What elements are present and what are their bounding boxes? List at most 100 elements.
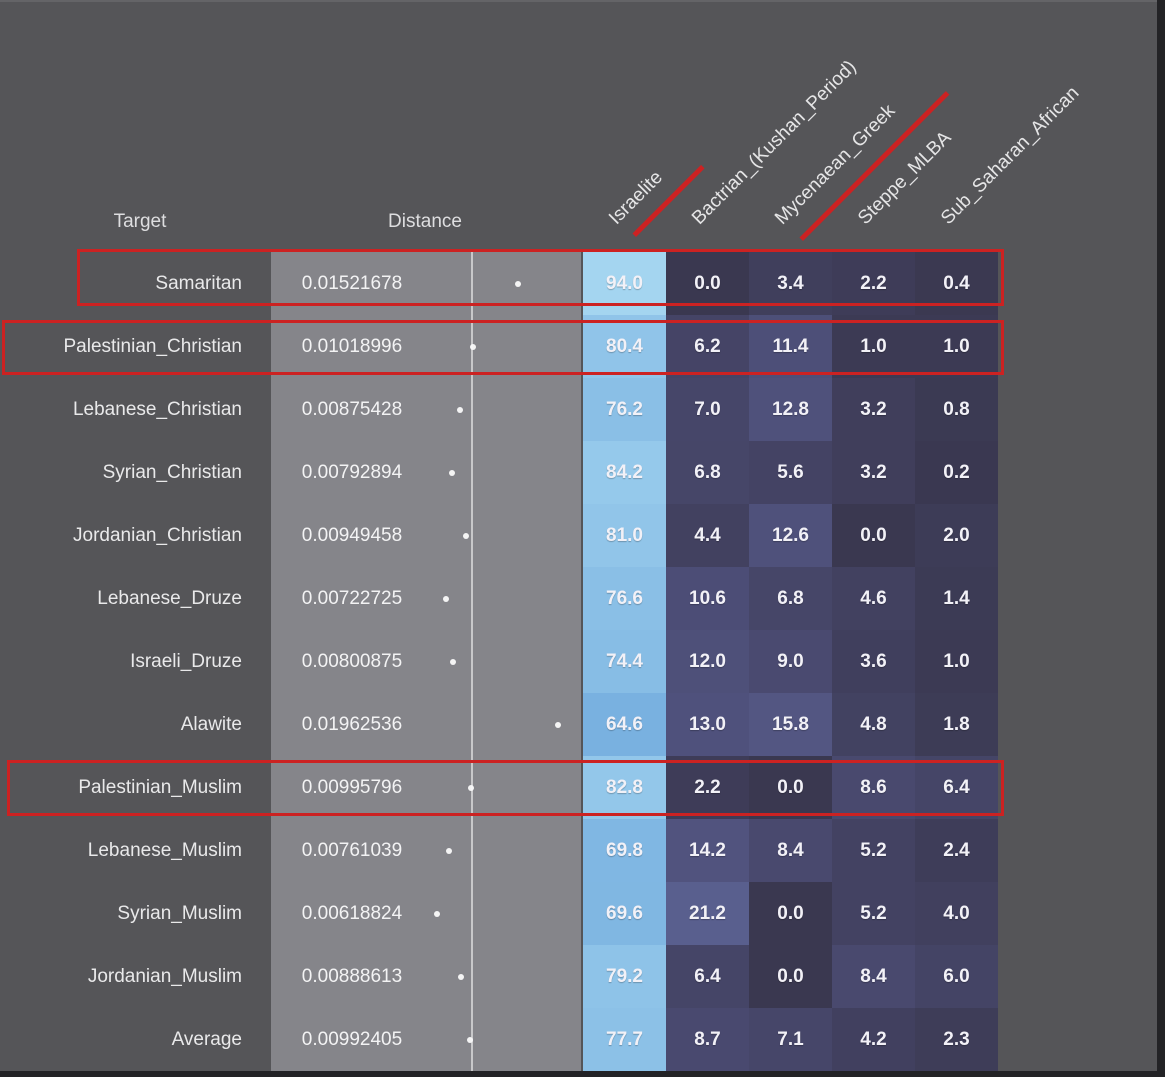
value-cell: 84.2 [583,441,666,504]
value-cell: 8.4 [749,819,832,882]
distance-value: 0.00992405 [301,1029,403,1050]
value-cell: 1.0 [915,315,998,378]
value-cell: 8.7 [666,1008,749,1071]
distance-value: 0.01521678 [301,273,403,294]
value-cell: 82.8 [583,756,666,819]
distance-dot [469,343,476,350]
value-cell: 81.0 [583,504,666,567]
distance-dot [446,847,453,854]
distance-value: 0.01018996 [301,336,403,357]
distance-value: 0.00995796 [301,777,403,798]
value-cell: 15.8 [749,693,832,756]
value-cell: 1.4 [915,567,998,630]
value-cell: 64.6 [583,693,666,756]
value-cell: 69.8 [583,819,666,882]
highlight-box [77,249,1004,306]
distance-value: 0.00792894 [301,462,403,483]
distance-value: 0.00722725 [301,588,403,609]
target-label: Jordanian_Muslim [87,966,242,987]
value-cell: 6.4 [915,756,998,819]
target-label: Palestinian_Christian [63,336,243,357]
value-cell: 80.4 [583,315,666,378]
value-cell: 5.2 [832,819,915,882]
target-column-header: Target [113,211,167,232]
highlight-box [2,320,1004,375]
table-row: Lebanese_Muslim 0.00761039 69.8 14.2 8.4 5.2 2… [0,819,1165,882]
table-row: Jordanian_Muslim 0.00888613 79.2 6.4 0.0 8.4 6… [0,945,1165,1008]
distance-dot [443,595,450,602]
column-header: Israelite [605,166,667,229]
value-cell: 4.4 [666,504,749,567]
value-cell: 79.2 [583,945,666,1008]
distance-dot [463,532,470,539]
table-row: Jordanian_Christian 0.00949458 81.0 4.4 12.6… [0,504,1165,567]
value-cell: 8.4 [832,945,915,1008]
table-row: Israeli_Druze 0.00800875 74.4 12.0 9.0 3.6 1.0 [0,630,1165,693]
value-cell: 4.0 [915,882,998,945]
value-cell: 0.8 [915,378,998,441]
table-row: Lebanese_Druze 0.00722725 76.6 10.6 6.8 4.6 1.… [0,567,1165,630]
table-row: Syrian_Christian 0.00792894 84.2 6.8 5.6 3.2 0… [0,441,1165,504]
value-cell: 0.2 [915,441,998,504]
column-header: Sub_Saharan_African [937,82,1084,229]
value-cell: 77.7 [583,1008,666,1071]
value-cell: 74.4 [583,630,666,693]
distance-dot [433,910,440,917]
table-row: Lebanese_Christian 0.00875428 76.2 7.0 12.8 3… [0,378,1165,441]
value-cell: 3.2 [832,378,915,441]
value-cell: 12.0 [666,630,749,693]
distance-dot [450,658,457,665]
value-cell: 1.0 [832,315,915,378]
value-cell: 0.0 [832,504,915,567]
target-label: Average [171,1029,242,1050]
table-row: Syrian_Muslim 0.00618824 69.6 21.2 0.0 5.2 4.0 [0,882,1165,945]
table-row: Average 0.00992405 77.7 8.7 7.1 4.2 2.3 [0,1008,1165,1071]
value-cell: 6.4 [666,945,749,1008]
bottom-border [0,1071,1165,1077]
value-cell: 69.6 [583,882,666,945]
distance-dot [514,280,521,287]
value-cell: 76.6 [583,567,666,630]
target-label: Lebanese_Druze [97,588,242,609]
distance-value: 0.00761039 [301,840,403,861]
table-row: Alawite 0.01962536 64.6 13.0 15.8 4.8 1.8 [0,693,1165,756]
value-cell: 7.0 [666,378,749,441]
value-cell: 6.8 [749,567,832,630]
target-label: Alawite [180,714,242,735]
target-label: Lebanese_Christian [72,399,242,420]
value-cell: 4.8 [832,693,915,756]
value-cell: 2.2 [666,756,749,819]
target-label: Syrian_Christian [102,462,242,483]
value-cell: 14.2 [666,819,749,882]
table-row: Palestinian_Muslim 0.00995796 82.8 2.2 0.0 8.… [0,756,1165,819]
value-cell: 3.6 [832,630,915,693]
distance-dot [554,721,561,728]
distance-value: 0.00949458 [301,525,403,546]
value-cell: 2.4 [915,819,998,882]
value-cell: 5.6 [749,441,832,504]
value-cell: 9.0 [749,630,832,693]
distance-dot [456,406,463,413]
value-cell: 13.0 [666,693,749,756]
distance-value: 0.00888613 [301,966,403,987]
target-label: Palestinian_Muslim [78,777,242,798]
distance-value: 0.00618824 [301,903,403,924]
value-cell: 21.2 [666,882,749,945]
value-cell: 6.8 [666,441,749,504]
value-cell: 8.6 [832,756,915,819]
value-cell: 6.2 [666,315,749,378]
value-cell: 2.0 [915,504,998,567]
distance-dot [467,784,474,791]
value-cell: 12.8 [749,378,832,441]
table-row: Palestinian_Christian 0.01018996 80.4 6.2 11… [0,315,1165,378]
value-cell: 0.0 [749,945,832,1008]
value-cell: 1.8 [915,693,998,756]
distance-value: 0.01962536 [301,714,403,735]
value-cell: 0.0 [749,882,832,945]
target-label: Samaritan [155,273,242,294]
distance-dot [457,973,464,980]
value-cell: 6.0 [915,945,998,1008]
value-cell: 12.6 [749,504,832,567]
value-cell: 1.0 [915,630,998,693]
top-border [0,0,1165,2]
